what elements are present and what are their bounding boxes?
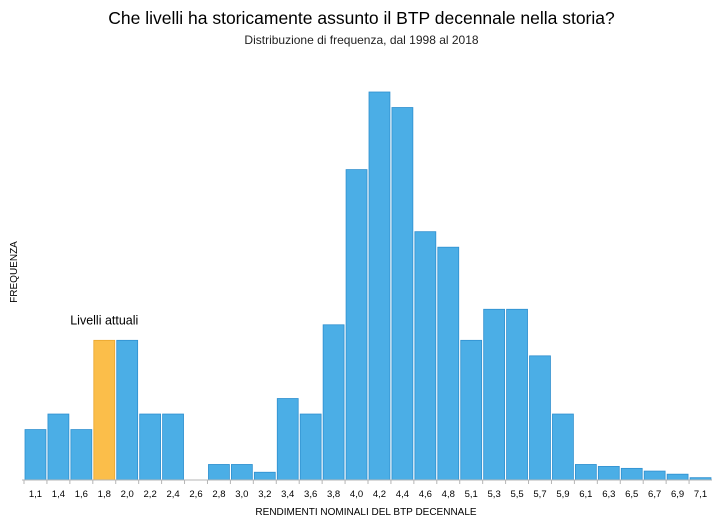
x-tick-label: 5,1 [465, 489, 478, 500]
bar [391, 107, 414, 481]
bar [437, 246, 460, 481]
x-tick-label: 3,6 [304, 489, 317, 500]
x-tick-label: 2,2 [144, 489, 157, 500]
bar [620, 467, 643, 481]
bar [529, 355, 551, 481]
x-tick-label: 1,4 [52, 489, 65, 500]
bar [666, 473, 689, 481]
bar [575, 464, 597, 481]
x-tick-label: 6,7 [648, 489, 661, 500]
chart-subtitle: Distribuzione di frequenza, dal 1998 al … [244, 33, 479, 47]
x-tick-label: 2,0 [121, 489, 134, 500]
x-tick-label: 6,5 [625, 489, 638, 500]
bar [24, 429, 47, 481]
bar [116, 339, 139, 481]
x-tick-label: 1,6 [75, 489, 88, 500]
x-tick-label: 6,9 [671, 489, 684, 500]
y-axis-label: FREQUENZA [9, 241, 20, 303]
x-tick-label: 3,8 [327, 489, 340, 500]
bar [230, 464, 253, 481]
x-tick-label: 6,1 [579, 489, 592, 500]
x-tick-label: 5,5 [510, 489, 523, 500]
x-tick-label: 5,7 [533, 489, 546, 500]
bar [276, 398, 299, 481]
bar [322, 324, 345, 481]
x-tick-label: 1,8 [98, 489, 111, 500]
bar [460, 339, 483, 481]
bar [345, 169, 368, 481]
x-tick-label: 2,6 [189, 489, 202, 500]
tick-labels-group: 1,1 1,4 1,6 1,8 2,0 2,2 2,4 2,6 2,8 3,0 3,2 3,4 3,6 3… [23, 480, 707, 500]
bar [368, 91, 391, 481]
bar [643, 470, 666, 481]
x-tick-label: 4,0 [350, 489, 363, 500]
x-axis-label: RENDIMENTI NOMINALI DEL BTP DECENNALE [255, 507, 476, 518]
annotation-livelli-attuali: Livelli attuali [70, 313, 138, 327]
x-tick-label: 4,8 [442, 489, 455, 500]
bar [208, 464, 230, 481]
x-tick-label: 3,4 [281, 489, 294, 500]
x-tick-label: 1,1 [29, 489, 42, 500]
x-tick-label: 3,0 [235, 489, 248, 500]
bar-highlight [93, 339, 116, 481]
bar [139, 413, 161, 481]
bar [299, 413, 322, 481]
bar [414, 231, 437, 481]
x-tick-label: 4,2 [373, 489, 386, 500]
x-tick-label: 7,1 [694, 489, 707, 500]
bars-group [24, 91, 712, 481]
x-tick-label: 4,4 [396, 489, 409, 500]
bar [253, 471, 276, 481]
x-tick-label: 5,9 [556, 489, 569, 500]
x-tick-label: 2,8 [212, 489, 225, 500]
bar [483, 308, 506, 481]
bar [162, 413, 184, 481]
x-tick-label: 4,6 [419, 489, 432, 500]
bar [70, 429, 93, 481]
bar [47, 413, 70, 481]
bar [597, 466, 620, 481]
chart-title: Che livelli ha storicamente assunto il B… [108, 8, 615, 28]
x-tick-label: 3,2 [258, 489, 271, 500]
bar [506, 308, 528, 481]
x-tick-label: 2,4 [166, 489, 179, 500]
bar [552, 413, 574, 481]
x-tick-label: 6,3 [602, 489, 615, 500]
x-tick-label: 5,3 [488, 489, 501, 500]
